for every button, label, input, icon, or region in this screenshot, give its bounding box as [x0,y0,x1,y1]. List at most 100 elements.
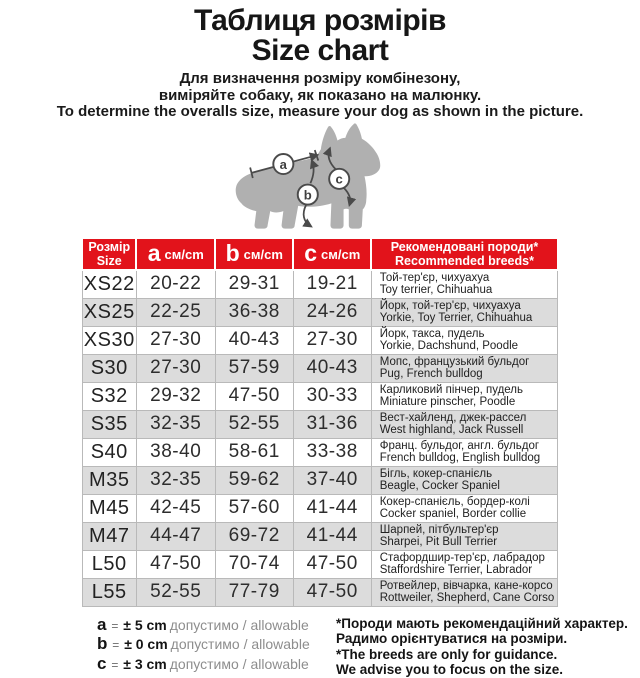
table-row: XS25 22-25 36-38 24-26 Йорк, той-тер'єр,… [81,297,559,327]
allowance-c: c = ± 3 cm допустимо / allowable [97,653,309,673]
size-chart-table: Розмір Size a см/cm b см/cm c см/cm Рекомен… [81,236,559,607]
a-cell: 29-32 [135,381,216,411]
footnotes: a = ± 5 cm допустимо / allowable b = ± 0 … [0,614,640,678]
dog-measurement-illustration: a b c [235,122,381,229]
table-row: M47 44-47 69-72 41-44 Шарпей, пітбультер… [81,521,559,551]
breeds-cell: Карликовий пінчер, пудель Miniature pins… [370,381,559,411]
b-cell: 70-74 [214,549,294,579]
b-cell: 77-79 [214,577,294,607]
size-cell: L50 [81,549,137,579]
table-row: L55 52-55 77-79 47-50 Ротвейлер, вівчарк… [81,577,559,607]
size-cell: S40 [81,437,137,467]
breeds-cell: Той-тер'єр, чихуахуа Toy terrier, Chihua… [370,269,559,299]
size-cell: L55 [81,577,137,607]
table-row: M45 42-45 57-60 41-44 Кокер-спанієль, бо… [81,493,559,523]
b-cell: 52-55 [214,409,294,439]
measurement-diagram: a b c [0,122,640,233]
breeds-cell: Шарпей, пітбультер'єр Sharpei, Pit Bull … [370,521,559,551]
header-size-column: Розмір Size [81,236,138,271]
size-cell: S35 [81,409,137,439]
size-cell: M47 [81,521,137,551]
b-cell: 40-43 [214,325,294,355]
c-cell: 19-21 [292,269,372,299]
allowance-notes: a = ± 5 cm допустимо / allowable b = ± 0 … [97,614,322,675]
table-row: S32 29-32 47-50 30-33 Карликовий пінчер,… [81,381,559,411]
a-cell: 47-50 [135,549,216,579]
dog-silhouette-image [235,122,381,229]
a-cell: 52-55 [135,577,216,607]
measure-c-badge [328,167,351,190]
measure-c-label: c [336,171,343,186]
table-row: XS30 27-30 40-43 27-30 Йорк, такса, пуде… [81,325,559,355]
size-cell: S32 [81,381,137,411]
a-cell: 32-35 [135,409,216,439]
breeds-cell: Вест-хайленд, джек-рассел West highland,… [370,409,559,439]
table-row: S40 38-40 58-61 33-38 Франц. бульдог, ан… [81,437,559,467]
guidance-line: *The breeds are only for guidance. [336,646,558,662]
measure-c-annotation [322,145,357,207]
instructions: Для визначення розміру комбінезону, вимі… [0,70,640,121]
b-cell: 29-31 [214,269,294,299]
allowance-b: b = ± 0 cm допустимо / allowable [97,634,310,653]
size-cell: XS25 [81,297,137,327]
size-table-body: XS22 20-22 29-31 19-21 Той-тер'єр, чихуа… [81,269,559,607]
c-cell: 30-33 [292,381,372,411]
guidance-line: *Породи мають рекомендаційний характер. [336,615,628,631]
breeds-cell: Кокер-спанієль, бордер-колі Cocker spani… [370,493,559,523]
c-cell: 27-30 [292,325,372,355]
header-breeds-column: Рекомендовані породи* Recommended breeds… [370,236,559,271]
a-cell: 44-47 [135,521,216,551]
c-cell: 41-44 [292,521,372,551]
table-row: XS22 20-22 29-31 19-21 Той-тер'єр, чихуа… [81,269,559,299]
instruction-uk-line1: Для визначення розміру комбінезону, [179,70,461,87]
size-cell: S30 [81,353,137,383]
b-cell: 36-38 [214,297,294,327]
c-cell: 33-38 [292,437,372,467]
c-cell: 24-26 [292,297,372,327]
c-cell: 31-36 [292,409,372,439]
header-b-column: b см/cm [214,236,295,271]
a-cell: 22-25 [135,297,216,327]
size-cell: M35 [81,465,137,495]
guidance-line: Радимо орієнтуватися на розміри. [336,631,568,646]
size-cell: M45 [81,493,137,523]
table-row: S30 27-30 57-59 40-43 Мопс, французький … [81,353,559,383]
header-a-column: a см/cm [135,236,217,271]
breeds-cell: Йорк, такса, пудель Yorkie, Dachshund, P… [370,325,559,355]
a-cell: 42-45 [135,493,216,523]
page-title-en: Size chart [251,34,389,67]
b-cell: 58-61 [214,437,294,467]
b-cell: 59-62 [214,465,294,495]
measure-a-badge [272,152,295,175]
measure-a-label: a [280,156,288,171]
size-table-header: Розмір Size a см/cm b см/cm c см/cm Рекомен… [81,236,559,271]
c-cell: 47-50 [292,549,372,579]
guidance-notes: *Породи мають рекомендаційний характер. … [322,616,628,678]
a-cell: 27-30 [135,325,216,355]
allowance-a: a = ± 5 cm допустимо / allowable [97,614,309,634]
a-cell: 32-35 [135,465,216,495]
c-cell: 41-44 [292,493,372,523]
table-row: L50 47-50 70-74 47-50 Стафордшир-тер'єр,… [81,549,559,579]
a-cell: 27-30 [135,353,216,383]
breeds-cell: Йорк, той-тер'єр, чихуахуа Yorkie, Toy T… [370,297,559,327]
measure-b-annotation [302,158,319,228]
header-c-column: c см/cm [292,236,373,271]
page-header: Таблиця розмірів Size chart [0,0,640,66]
b-cell: 57-59 [214,353,294,383]
c-cell: 47-50 [292,577,372,607]
size-cell: XS30 [81,325,137,355]
b-cell: 47-50 [214,381,294,411]
a-cell: 20-22 [135,269,216,299]
c-cell: 40-43 [292,353,372,383]
measure-b-label: b [304,187,312,202]
breeds-cell: Франц. бульдог, англ. бульдог French bul… [370,437,559,467]
breeds-cell: Ротвейлер, вівчарка, кане-корсо Rottweil… [370,577,559,607]
breeds-cell: Стафордшир-тер'єр, лабрадор Staffordshir… [370,549,559,579]
guidance-line: We advise you to focus on the size. [336,662,564,677]
b-cell: 69-72 [214,521,294,551]
c-cell: 37-40 [292,465,372,495]
table-row: S35 32-35 52-55 31-36 Вест-хайленд, джек… [81,409,559,439]
breeds-cell: Бігль, кокер-спанієль Beagle, Cocker Spa… [370,465,559,495]
instruction-uk-line2: виміряйте собаку, як показано на малюнку… [158,86,482,104]
